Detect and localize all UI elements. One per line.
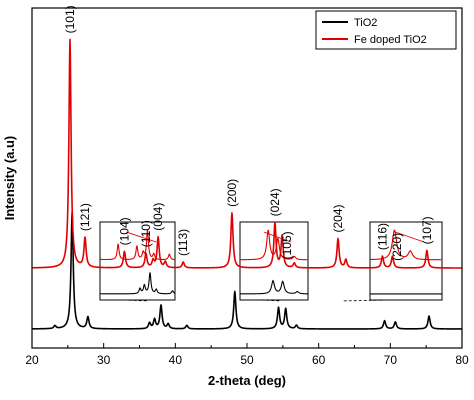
x-tick-label: 60 [312, 353, 326, 367]
series-layer [31, 38, 463, 330]
peak-label: (110) [139, 220, 153, 247]
x-tick-label: 20 [25, 353, 39, 367]
inset-pointer [122, 299, 147, 302]
legend-label-tio2: TiO2 [354, 17, 377, 29]
peak-label: (113) [176, 229, 190, 256]
inset-pointer [343, 299, 392, 302]
y-axis-title: Intensity (a.u) [2, 136, 17, 221]
x-tick-label: 40 [169, 353, 183, 367]
peak-label: (105) [280, 231, 294, 259]
peak-label: (204) [331, 204, 345, 232]
x-tick-label: 50 [240, 353, 254, 367]
peak-label: (024) [268, 188, 282, 216]
inset-pointer [260, 299, 280, 302]
peak-label: (104) [117, 217, 131, 245]
x-tick-label: 70 [384, 353, 398, 367]
inset-arrow [263, 231, 292, 243]
peak-label: (116) [376, 223, 390, 250]
ticks-layer: 20 30 40 50 60 70 80 [25, 343, 469, 367]
legend: TiO2 Fe doped TiO2 [315, 10, 457, 50]
insets-layer [99, 221, 443, 302]
x-tick-label: 30 [97, 353, 111, 367]
inset-arrow [126, 231, 157, 243]
inset-line [240, 279, 309, 295]
legend-label-fe-doped: Fe doped TiO2 [354, 34, 427, 46]
inset-arrow [395, 231, 425, 243]
x-axis-title: 2-theta (deg) [208, 373, 286, 388]
series-line-1 [31, 38, 463, 269]
peak-label: (200) [225, 179, 239, 207]
inset-line [100, 229, 176, 261]
peak-label: (107) [420, 216, 434, 244]
inset-line [100, 272, 176, 295]
peak-label: (004) [151, 203, 165, 231]
inset-box [99, 221, 176, 301]
peak-label: (121) [78, 203, 92, 231]
peak-label: (220) [390, 233, 404, 261]
legend-box [315, 10, 457, 50]
inset-line [240, 229, 308, 261]
x-tick-label: 80 [455, 353, 469, 367]
peak-label: (101) [63, 5, 77, 33]
series-line-0 [31, 210, 463, 330]
peak-labels-layer: (101) (121) (104) (110)(004) (113) (200) (024)… [63, 5, 434, 261]
